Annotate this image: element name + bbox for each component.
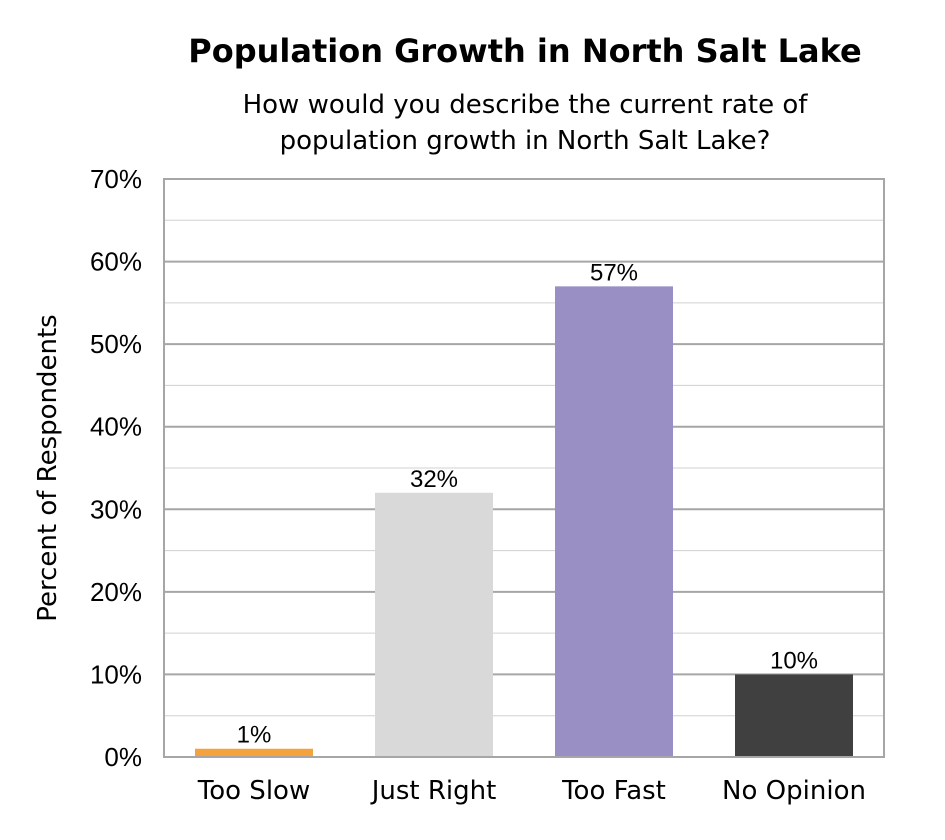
gridlines (164, 178, 884, 758)
y-tick-label: 50% (90, 329, 142, 359)
y-tick-label: 60% (90, 247, 142, 277)
x-tick-label: Just Right (370, 776, 497, 806)
data-label: 32% (410, 466, 458, 493)
bar-no-opinion (735, 674, 853, 757)
y-axis-label: Percent of Respondents (33, 314, 63, 621)
chart-subtitle-line-2: population growth in North Salt Lake? (280, 126, 771, 156)
data-labels: 1% 32% 57% 10% (237, 259, 818, 748)
y-tick-label: 0% (104, 742, 142, 772)
data-label: 1% (237, 722, 272, 749)
chart-title: Population Growth in North Salt Lake (188, 32, 861, 70)
y-tick-label: 30% (90, 494, 142, 524)
y-axis-ticks: 0% 10% 20% 30% 40% 50% 60% 70% (90, 164, 142, 772)
bar-too-fast (555, 286, 673, 757)
y-tick-label: 40% (90, 412, 142, 442)
data-label: 10% (770, 647, 818, 674)
x-tick-label: No Opinion (722, 776, 866, 806)
plot-area-border (163, 178, 885, 758)
y-tick-label: 10% (90, 659, 142, 689)
x-axis-ticks: Too Slow Just Right Too Fast No Opinion (197, 776, 866, 806)
y-tick-label: 70% (90, 164, 142, 194)
bars (195, 286, 853, 757)
bar-too-slow (195, 748, 313, 757)
data-label: 57% (590, 259, 638, 286)
bar-just-right (375, 492, 493, 757)
chart-subtitle-line-1: How would you describe the current rate … (243, 90, 809, 120)
x-tick-label: Too Slow (197, 776, 310, 806)
y-tick-label: 20% (90, 577, 142, 607)
x-tick-label: Too Fast (561, 776, 666, 806)
